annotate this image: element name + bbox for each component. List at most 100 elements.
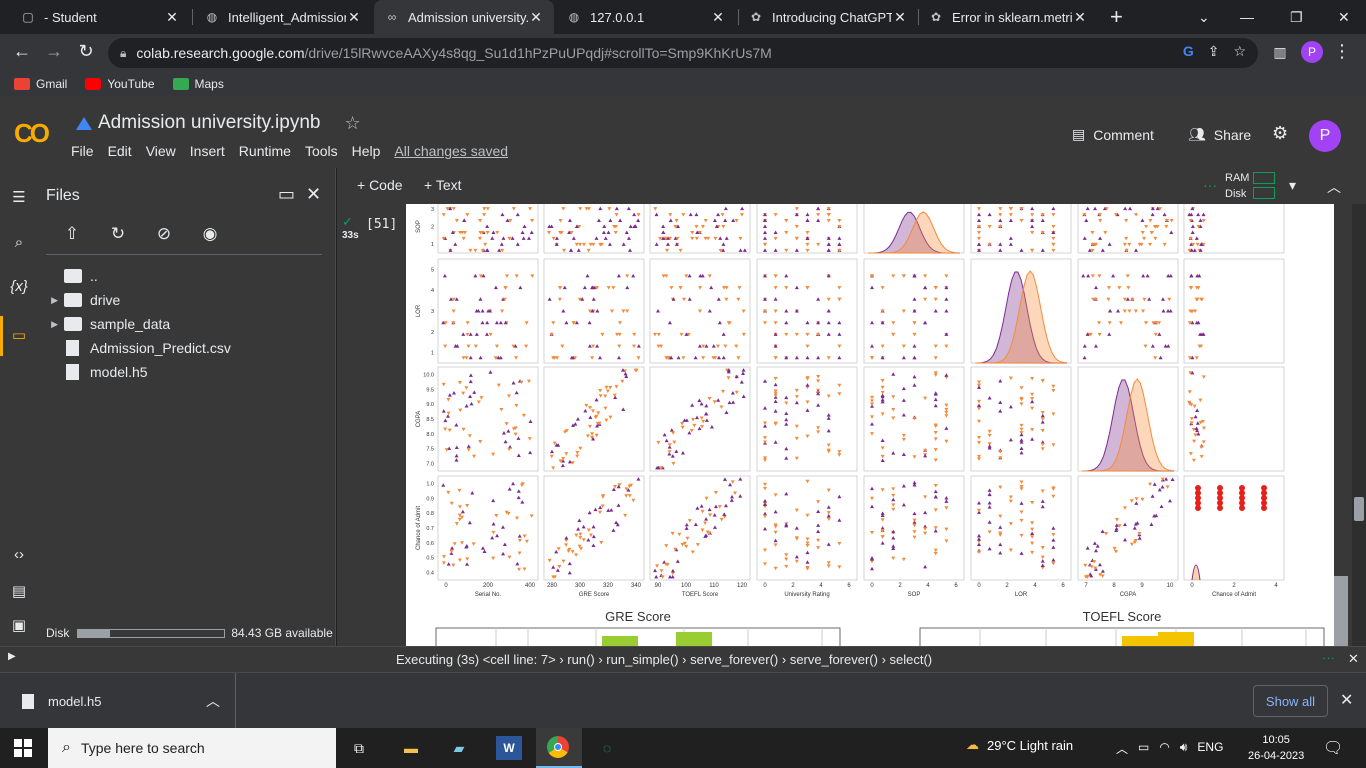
settings-gear-icon[interactable]: ⚙ <box>1272 123 1289 143</box>
colab-profile-avatar[interactable]: P <box>1309 120 1341 152</box>
add-code-button[interactable]: + Code <box>357 177 403 193</box>
address-bar[interactable]: 🔒︎ colab.research.google.com/drive/15lRw… <box>108 38 1258 68</box>
open-in-tab-icon[interactable]: ▭ <box>278 184 296 204</box>
tree-item-admission-csv[interactable]: Admission_Predict.csv <box>36 336 336 360</box>
tree-item-sample-data[interactable]: ▶ sample_data <box>36 312 336 336</box>
execution-trace[interactable]: Executing (3s) <cell line: 7> › run() › … <box>396 652 933 667</box>
menu-view[interactable]: View <box>145 143 176 159</box>
close-tab-icon[interactable]: ✕ <box>712 8 724 25</box>
tab-student[interactable]: ▢ - Student ✕ <box>10 0 190 34</box>
google-icon[interactable]: G <box>1182 43 1194 59</box>
tree-item-model-h5[interactable]: model.h5 <box>36 360 336 384</box>
weather-widget[interactable]: ☁ 29°C Light rain <box>966 737 1074 753</box>
expand-caret-icon[interactable]: ▶ <box>51 294 58 305</box>
tab-admission-university[interactable]: ∞ Admission university.ip ✕ <box>374 0 554 34</box>
browser-menu-icon[interactable]: ⋮ <box>1333 41 1351 61</box>
menu-runtime[interactable]: Runtime <box>238 143 291 159</box>
star-icon[interactable]: ☆ <box>344 112 361 133</box>
files-folder-icon[interactable]: ▭ <box>11 327 27 344</box>
new-tab-button[interactable]: + <box>1110 4 1123 29</box>
restore-button[interactable]: ❐ <box>1290 8 1303 25</box>
back-button[interactable]: ← <box>13 41 31 61</box>
bookmark-star-icon[interactable]: ☆ <box>1233 43 1246 59</box>
menu-file[interactable]: File <box>71 143 94 159</box>
collapse-toolbar-icon[interactable]: ︿ <box>1327 179 1341 195</box>
tab-introducing-chatgpt[interactable]: ✿ Introducing ChatGPT ✕ <box>738 0 918 34</box>
reload-button[interactable]: ↻ <box>78 41 94 61</box>
show-all-button[interactable]: Show all <box>1253 685 1328 717</box>
add-text-button[interactable]: + Text <box>424 177 462 193</box>
scatter-point <box>680 422 685 426</box>
menu-tools[interactable]: Tools <box>304 143 338 159</box>
notepad-icon[interactable]: ▰ <box>453 739 465 756</box>
variables-icon[interactable]: {x} <box>10 278 28 295</box>
bookmark-youtube[interactable]: YouTube <box>85 77 155 91</box>
share-icon[interactable]: ⇪ <box>1207 43 1220 59</box>
terminal-icon[interactable]: ▣ <box>11 617 27 634</box>
tab-sklearn-error[interactable]: ✿ Error in sklearn.metric ✕ <box>918 0 1098 34</box>
search-icon[interactable]: ⌕ <box>14 234 24 251</box>
colab-logo[interactable]: CO <box>14 118 50 148</box>
notebook-title[interactable]: Admission university.ipynb ☆ <box>76 112 361 134</box>
close-downloads-icon[interactable]: ✕ <box>1340 692 1354 709</box>
code-snippets-icon[interactable]: ‹› <box>14 546 24 563</box>
expand-caret-icon[interactable]: ▶ <box>51 318 58 329</box>
scatter-point <box>605 389 610 393</box>
notifications-icon[interactable]: 🗨︎ <box>1323 740 1344 757</box>
word-icon[interactable]: W <box>496 736 522 760</box>
minimize-button[interactable]: — <box>1240 9 1254 25</box>
file-explorer-icon[interactable]: ▬ <box>404 740 418 756</box>
menu-edit[interactable]: Edit <box>107 143 132 159</box>
close-panel-icon[interactable]: ✕ <box>306 184 322 204</box>
tray-chevron-icon[interactable]: ︿ <box>1116 742 1129 756</box>
close-tab-icon[interactable]: ✕ <box>894 8 906 25</box>
close-tab-icon[interactable]: ✕ <box>166 8 178 25</box>
spinner-icon[interactable]: ◌ <box>602 740 612 756</box>
output-scrollbar[interactable] <box>1334 576 1348 646</box>
runtime-dropdown-icon[interactable]: ▾ <box>1289 177 1297 193</box>
bookmark-gmail[interactable]: Gmail <box>14 77 67 91</box>
browser-profile-avatar[interactable]: P <box>1301 41 1323 63</box>
wifi-icon[interactable]: ◠ <box>1159 740 1170 754</box>
close-window-button[interactable]: ✕ <box>1338 8 1350 25</box>
download-item[interactable]: model.h5 ︿ <box>0 673 236 729</box>
notebook-scroll-thumb[interactable] <box>1354 497 1364 521</box>
table-of-contents-icon[interactable]: ☰ <box>12 189 26 206</box>
taskbar-search[interactable]: ⌕ Type here to search <box>48 728 336 768</box>
tab-intelligent-admissions[interactable]: ◍ Intelligent_Admissions ✕ <box>194 0 372 34</box>
menu-insert[interactable]: Insert <box>189 143 225 159</box>
save-status[interactable]: All changes saved <box>394 143 509 159</box>
share-button[interactable]: 👥︎ Share <box>1188 126 1252 143</box>
status-close-icon[interactable]: ✕ <box>1348 651 1359 666</box>
tab-localhost[interactable]: ◍ 127.0.0.1 ✕ <box>556 0 736 34</box>
close-tab-icon[interactable]: ✕ <box>348 8 360 25</box>
windows-start-icon[interactable] <box>14 739 32 757</box>
tab-search-icon[interactable]: ⌄ <box>1198 8 1210 25</box>
status-dots-icon[interactable]: ··· <box>1322 650 1335 665</box>
battery-icon[interactable]: ▭ <box>1138 740 1150 754</box>
close-tab-icon[interactable]: ✕ <box>1074 8 1086 25</box>
language-indicator[interactable]: ENG <box>1197 740 1224 754</box>
chrome-taskbar-button[interactable] <box>536 728 582 768</box>
command-palette-icon[interactable]: ▤ <box>11 583 27 600</box>
resource-monitor[interactable]: RAM Disk <box>1225 172 1250 200</box>
comment-button[interactable]: ▤ Comment <box>1072 126 1154 143</box>
hide-files-icon[interactable]: ◉ <box>202 224 218 243</box>
taskbar-clock[interactable]: 10:05 26-04-2023 <box>1248 734 1305 762</box>
notebook-scrollbar[interactable] <box>1352 204 1366 646</box>
side-panel-icon[interactable]: ▥ <box>1273 44 1287 60</box>
status-expand-icon[interactable]: ▶ <box>8 651 16 662</box>
cell-run-status[interactable]: ✓ 33s <box>342 214 359 241</box>
menu-help[interactable]: Help <box>351 143 381 159</box>
bookmark-maps[interactable]: Maps <box>172 77 224 91</box>
refresh-folder-icon[interactable]: ↻ <box>110 224 126 243</box>
unmount-drive-icon[interactable]: ⊘ <box>156 224 172 243</box>
tree-item-drive[interactable]: ▶ drive <box>36 288 336 312</box>
forward-button[interactable]: → <box>45 41 63 61</box>
tree-item-parent[interactable]: .. <box>36 264 336 288</box>
chevron-up-icon[interactable]: ︿ <box>206 693 220 709</box>
close-tab-icon[interactable]: ✕ <box>530 8 542 25</box>
upload-icon[interactable]: ⇧ <box>64 224 80 243</box>
task-view-icon[interactable]: ⧉ <box>354 739 364 756</box>
volume-icon[interactable]: 🔊︎ <box>1179 740 1188 754</box>
